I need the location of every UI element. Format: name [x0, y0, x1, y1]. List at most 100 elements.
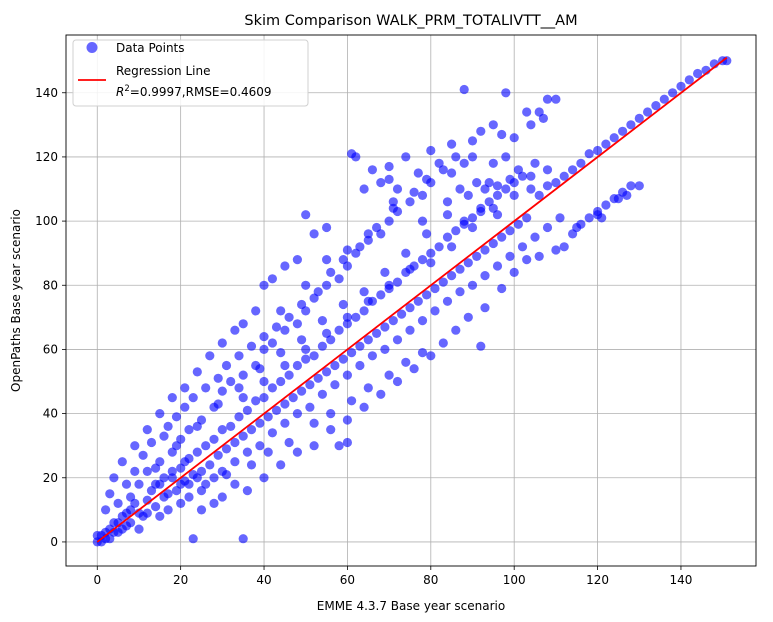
data-point — [363, 229, 373, 239]
data-point — [626, 181, 636, 191]
data-point — [430, 306, 440, 316]
data-point — [221, 470, 232, 480]
data-point — [271, 322, 282, 332]
data-point — [409, 364, 419, 374]
data-point — [501, 152, 511, 162]
data-point — [651, 101, 661, 111]
y-tick-label: 40 — [43, 407, 58, 421]
data-point — [109, 518, 119, 528]
data-point — [255, 441, 265, 451]
data-point — [572, 222, 582, 233]
data-point — [201, 479, 211, 489]
data-point — [317, 316, 327, 326]
data-point — [238, 393, 248, 403]
data-point — [476, 203, 486, 213]
data-point — [497, 283, 507, 294]
data-point — [330, 380, 340, 390]
data-point — [276, 376, 286, 387]
data-point — [126, 518, 136, 528]
data-point — [480, 245, 490, 255]
data-point — [488, 120, 498, 130]
data-point — [263, 447, 273, 457]
data-point — [255, 364, 265, 374]
data-point — [188, 534, 198, 544]
y-axis-label: OpenPaths Base year scenario — [9, 209, 23, 392]
data-point — [426, 248, 436, 258]
data-point — [442, 296, 453, 306]
data-point — [551, 245, 561, 255]
data-point — [338, 299, 348, 310]
data-point — [217, 492, 227, 502]
data-point — [363, 235, 373, 245]
data-point — [347, 396, 357, 406]
data-point — [384, 216, 394, 226]
data-point — [292, 447, 302, 457]
data-point — [384, 280, 394, 290]
x-tick-label: 80 — [423, 573, 438, 587]
data-point — [384, 370, 394, 380]
data-point — [246, 460, 257, 470]
data-point — [534, 190, 544, 200]
data-point — [643, 107, 653, 117]
data-point — [467, 280, 478, 290]
data-point — [522, 255, 532, 265]
data-point — [326, 267, 336, 277]
data-point — [517, 242, 528, 252]
data-point — [305, 402, 315, 412]
data-point — [267, 274, 277, 284]
data-point — [509, 190, 519, 200]
data-point — [359, 306, 369, 316]
data-point — [542, 94, 553, 104]
data-point — [438, 165, 448, 175]
data-point — [234, 383, 244, 393]
data-point — [359, 287, 369, 297]
data-point — [322, 280, 332, 290]
data-point — [526, 171, 536, 181]
data-point — [472, 178, 482, 188]
regression-line-layer — [96, 56, 728, 543]
data-point — [322, 255, 332, 265]
legend: Data Points Regression Line R2=0.9997,RM… — [72, 39, 309, 107]
data-point — [363, 335, 373, 345]
data-point — [367, 351, 377, 361]
data-point — [568, 165, 578, 175]
data-point — [313, 287, 323, 297]
data-point — [505, 174, 515, 184]
x-tick-label: 120 — [586, 573, 609, 587]
data-point — [251, 396, 261, 406]
data-point — [167, 393, 177, 403]
data-point — [480, 271, 490, 281]
data-point — [467, 213, 478, 223]
data-point — [142, 425, 152, 435]
data-point — [676, 81, 686, 91]
data-point — [372, 222, 382, 233]
data-point — [455, 287, 465, 297]
data-point — [359, 184, 369, 194]
data-point — [246, 425, 257, 435]
data-point — [309, 441, 319, 451]
data-point — [309, 351, 319, 361]
data-point — [613, 194, 624, 204]
data-point — [442, 232, 453, 242]
data-point — [380, 322, 390, 332]
data-point — [342, 370, 352, 380]
data-point — [497, 129, 507, 140]
data-point — [134, 524, 144, 534]
data-point — [513, 219, 524, 229]
y-tick-label: 120 — [35, 150, 58, 164]
data-point — [326, 409, 336, 419]
data-point — [455, 184, 465, 194]
legend-r2-value: =0.9997,RMSE=0.4609 — [130, 85, 272, 99]
data-point — [467, 136, 478, 146]
data-point — [105, 534, 115, 544]
x-tick-label: 0 — [93, 573, 101, 587]
data-point — [530, 158, 540, 168]
data-point — [259, 473, 269, 483]
data-point — [451, 325, 461, 335]
data-point — [626, 120, 636, 130]
data-point — [205, 351, 215, 361]
data-point — [417, 255, 428, 265]
data-point — [101, 505, 111, 515]
data-point — [130, 498, 140, 508]
data-point — [334, 325, 344, 335]
